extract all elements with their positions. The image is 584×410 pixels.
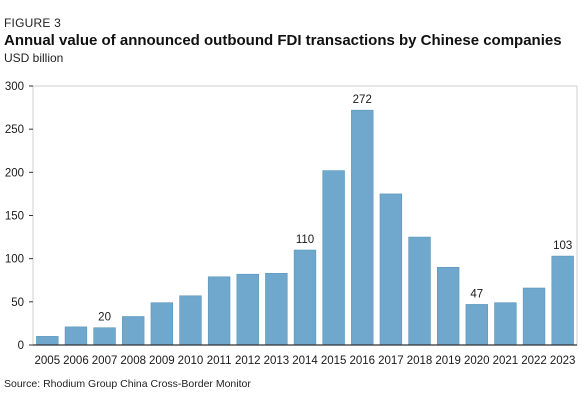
bar-2018 (408, 236, 431, 346)
y-tick-label: 50 (11, 297, 24, 309)
y-tick-label: 0 (18, 340, 24, 352)
x-axis: 2005 2006 2007 2008 2009 2010 2011 2012 2013 2014… (33, 344, 577, 367)
y-tick-label: 200 (5, 167, 24, 179)
source-note: Source: Rhodium Group China Cross-Border… (4, 378, 251, 390)
bar-2020 (465, 304, 488, 346)
y-axis: 0 50 100 150 200 250 300 (5, 81, 33, 352)
x-tick-label-2022: 2022 (521, 355, 547, 367)
data-label-2020: 47 (470, 288, 483, 300)
y-tick-label: 250 (5, 124, 24, 136)
bar-2022 (522, 287, 546, 346)
data-label-2023: 103 (553, 240, 572, 252)
x-tick-label-2017: 2017 (378, 355, 404, 367)
x-tick-label-2008: 2008 (120, 355, 146, 367)
data-label-2007: 20 (98, 312, 111, 324)
bar-2007 (93, 327, 116, 346)
y-tick-label: 150 (5, 211, 24, 223)
x-tick-label-2009: 2009 (149, 355, 175, 367)
bar-2006 (64, 326, 88, 346)
bars-group (36, 109, 574, 346)
bar-2008 (122, 316, 145, 346)
x-tick-label-2023: 2023 (550, 355, 576, 367)
bar-2009 (150, 302, 174, 346)
chart-title: Annual value of announced outbound FDI t… (4, 32, 562, 49)
x-tick-label-2015: 2015 (321, 355, 347, 367)
x-tick-label-2011: 2011 (207, 355, 232, 367)
bar-2023 (551, 255, 574, 346)
bar-2019 (436, 266, 460, 346)
bar-2014 (293, 249, 317, 346)
y-tick-label: 300 (5, 81, 24, 93)
bar-2016 (351, 109, 374, 346)
x-tick-label-2020: 2020 (464, 355, 490, 367)
x-tick-label-2013: 2013 (264, 355, 290, 367)
bar-2011 (207, 276, 231, 346)
chart-subtitle: USD billion (4, 51, 64, 65)
bar-2013 (265, 273, 288, 346)
x-tick-label-2010: 2010 (178, 355, 204, 367)
bar-2005 (36, 336, 59, 346)
bar-2021 (494, 302, 517, 346)
bar-2015 (322, 170, 345, 346)
x-tick-label-2014: 2014 (292, 355, 318, 367)
bar-2010 (179, 295, 202, 346)
x-tick-label-2019: 2019 (435, 355, 461, 367)
data-label-2014: 110 (296, 234, 314, 246)
bar-2017 (379, 193, 403, 346)
x-tick-label-2006: 2006 (63, 355, 89, 367)
figure-label: FIGURE 3 (4, 16, 61, 30)
bar-2012 (236, 273, 259, 346)
x-tick-label-2021: 2021 (493, 355, 519, 367)
x-tick-label-2016: 2016 (349, 355, 375, 367)
x-tick-label-2005: 2005 (35, 355, 61, 367)
data-labels-group: 20 110 272 47 103 (98, 94, 572, 324)
x-tick-label-2007: 2007 (92, 355, 118, 367)
x-tick-label-2018: 2018 (407, 355, 433, 367)
x-tick-label-2012: 2012 (235, 355, 261, 367)
data-label-2016: 272 (353, 94, 372, 106)
y-tick-label: 100 (5, 254, 24, 266)
